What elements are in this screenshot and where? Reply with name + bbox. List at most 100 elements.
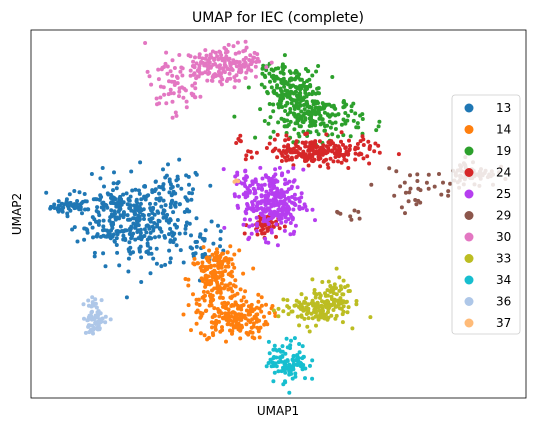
point-cluster-14: [194, 310, 199, 315]
point-cluster-13: [152, 221, 157, 225]
point-cluster-25: [275, 210, 280, 215]
point-cluster-19: [266, 121, 271, 126]
point-cluster-33: [329, 313, 334, 318]
point-cluster-14: [218, 295, 222, 300]
point-cluster-33: [299, 292, 304, 297]
point-cluster-19: [285, 93, 290, 98]
point-cluster-30: [249, 68, 254, 73]
point-cluster-24: [346, 166, 351, 170]
legend-label-37: 37: [496, 316, 511, 330]
point-cluster-13: [138, 244, 143, 249]
point-cluster-34: [267, 351, 272, 356]
point-cluster-13: [137, 214, 142, 219]
point-cluster-13: [108, 236, 113, 241]
point-cluster-13: [174, 178, 179, 183]
point-cluster-25: [251, 186, 256, 191]
point-cluster-19: [336, 134, 340, 139]
point-cluster-14: [254, 312, 259, 317]
point-cluster-13: [136, 223, 141, 228]
point-cluster-36: [90, 300, 95, 305]
point-cluster-33: [297, 323, 302, 328]
point-cluster-34: [293, 358, 298, 363]
point-cluster-30: [226, 57, 231, 62]
point-cluster-13: [139, 197, 144, 202]
point-cluster-30: [244, 70, 249, 75]
point-cluster-34: [283, 380, 288, 385]
point-cluster-24: [306, 163, 311, 168]
point-cluster-34: [310, 358, 315, 363]
point-cluster-19: [294, 115, 299, 119]
point-cluster-19: [299, 109, 304, 114]
point-cluster-30: [200, 60, 205, 65]
point-cluster-14: [235, 291, 240, 296]
point-cluster-14: [198, 310, 203, 315]
point-cluster-30: [239, 69, 244, 74]
point-cluster-33: [337, 306, 342, 311]
point-cluster-13: [108, 201, 113, 205]
point-cluster-24: [318, 149, 323, 154]
point-cluster-24: [337, 146, 342, 151]
point-cluster-14: [238, 317, 242, 322]
point-cluster-13: [218, 237, 223, 242]
point-cluster-14: [250, 335, 255, 340]
point-cluster-19: [376, 124, 381, 129]
point-cluster-13: [184, 173, 189, 178]
point-cluster-30: [198, 94, 203, 99]
point-cluster-30: [203, 48, 208, 53]
point-cluster-24: [311, 159, 316, 164]
point-cluster-13: [140, 212, 145, 217]
point-cluster-25: [283, 177, 288, 182]
point-cluster-33: [315, 314, 320, 319]
point-cluster-33: [331, 308, 336, 312]
point-cluster-30: [243, 48, 247, 53]
point-cluster-13: [89, 172, 94, 176]
legend-marker-37: [464, 318, 474, 328]
point-cluster-14: [194, 321, 199, 326]
point-cluster-36: [91, 303, 96, 308]
point-cluster-14: [233, 300, 238, 305]
point-cluster-25: [247, 224, 252, 229]
point-cluster-30: [172, 66, 177, 70]
point-cluster-34: [274, 355, 279, 360]
point-cluster-13: [114, 186, 119, 191]
point-cluster-33: [307, 329, 312, 334]
point-cluster-24: [307, 155, 312, 160]
point-cluster-25: [267, 178, 272, 183]
point-cluster-33: [306, 316, 311, 321]
point-cluster-29: [348, 214, 353, 219]
point-cluster-19: [269, 74, 274, 79]
point-cluster-13: [126, 247, 131, 252]
point-cluster-19: [374, 128, 379, 133]
point-cluster-13: [193, 251, 198, 256]
point-cluster-14: [186, 303, 191, 308]
point-cluster-14: [198, 315, 203, 320]
point-cluster-13: [187, 182, 191, 187]
point-cluster-19: [286, 82, 290, 87]
point-cluster-14: [264, 302, 268, 307]
point-cluster-13: [124, 295, 129, 300]
point-cluster-19: [333, 127, 338, 131]
point-cluster-14: [256, 327, 261, 332]
point-cluster-13: [129, 169, 134, 174]
point-cluster-14: [198, 331, 203, 336]
point-cluster-13: [144, 230, 149, 235]
point-cluster-33: [302, 300, 307, 305]
point-cluster-14: [217, 270, 222, 275]
point-cluster-19: [271, 89, 276, 94]
point-cluster-30: [235, 40, 240, 45]
point-cluster-19: [316, 132, 321, 137]
point-cluster-13: [155, 209, 160, 214]
point-cluster-36: [91, 331, 95, 336]
point-cluster-13: [218, 229, 223, 234]
point-cluster-33: [320, 280, 325, 284]
point-cluster-19: [351, 118, 356, 123]
point-cluster-34: [287, 370, 292, 375]
point-cluster-25: [268, 188, 273, 193]
point-cluster-34: [269, 364, 274, 369]
point-cluster-34: [272, 343, 277, 348]
point-cluster-24: [339, 130, 344, 135]
point-cluster-13: [178, 248, 183, 253]
point-cluster-24: [286, 137, 291, 142]
point-cluster-13: [143, 197, 148, 202]
point-cluster-14: [234, 322, 239, 327]
